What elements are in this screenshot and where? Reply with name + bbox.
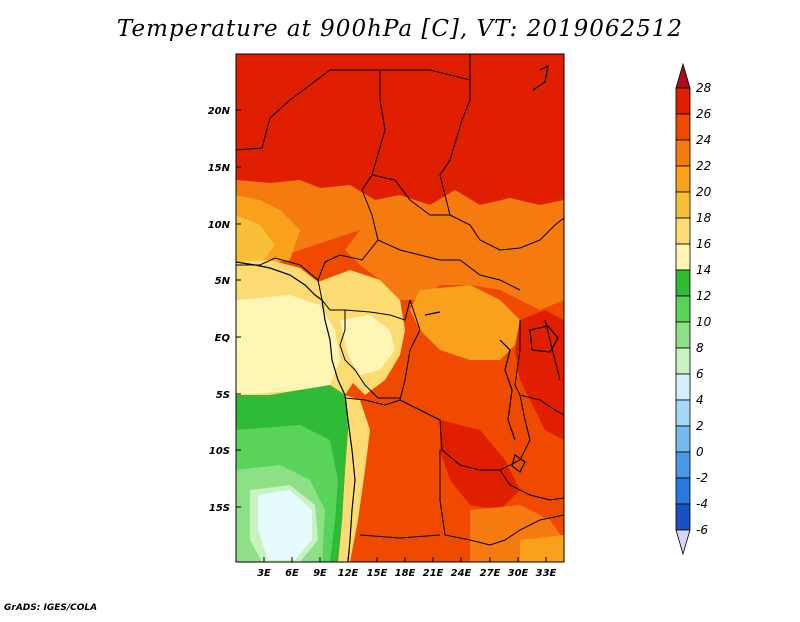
colorbar-label: 22 <box>696 159 711 173</box>
lon-label: 24E <box>451 568 472 579</box>
colorbar-top-arrow <box>675 62 691 89</box>
colorbar-segment <box>675 399 691 427</box>
border-zambia-east <box>499 469 564 501</box>
colorbar-label: 20 <box>696 185 712 199</box>
coastline <box>236 64 559 562</box>
border-sudan <box>439 80 564 251</box>
colorbar-segment <box>675 191 691 219</box>
lon-label: 9E <box>313 568 327 579</box>
colorbar-label: 4 <box>696 393 704 407</box>
plot-title: Temperature at 900hPa [C], VT: 201906251… <box>116 16 684 42</box>
colorbar-label: 6 <box>696 367 704 381</box>
footer-credit: GrADS: IGES/COLA <box>4 603 98 613</box>
lon-label: 15E <box>367 568 388 579</box>
lat-label: 15S <box>209 503 230 514</box>
colorbar-segment <box>675 87 691 115</box>
border-chad-car <box>371 174 450 216</box>
temperature-field <box>236 54 564 562</box>
border-angola-namibia <box>359 534 441 539</box>
field-south-mild <box>520 535 564 562</box>
field-sahara <box>236 54 564 205</box>
field-angola-coast <box>338 395 370 562</box>
colorbar-segment <box>675 503 691 531</box>
lake-tanganyika <box>499 339 516 441</box>
border-lake-victoria <box>544 319 561 381</box>
lon-label: 33E <box>536 568 557 579</box>
lat-label: EQ <box>215 333 231 344</box>
lat-label: 5N <box>215 276 231 287</box>
border-gabon-congo <box>339 310 400 399</box>
colorbar-segment <box>675 243 691 271</box>
border-niger-chad <box>236 69 386 241</box>
lon-axis: 3E 6E 9E 12E 15E 18E 21E 24E 27E 30E 33E <box>257 557 557 579</box>
colorbar-segment <box>675 269 691 297</box>
colorbar-label: -6 <box>696 523 708 537</box>
border-libya <box>380 54 471 81</box>
lon-label: 6E <box>285 568 299 579</box>
lat-label: 10S <box>209 446 230 457</box>
field-atlantic-palest <box>258 490 312 560</box>
colorbar-segment <box>675 321 691 349</box>
colorbar-label: 26 <box>696 107 712 121</box>
border-drc <box>399 299 531 471</box>
lake-fragment <box>424 311 441 316</box>
atlantic-coast <box>236 261 356 562</box>
colorbar-segment <box>675 113 691 141</box>
colorbar-segment <box>675 295 691 323</box>
border-angola-north <box>344 397 441 421</box>
field-congo-basin <box>410 285 520 360</box>
colorbar-segment <box>675 165 691 193</box>
lon-label: 21E <box>423 568 444 579</box>
colorbar-label: 10 <box>696 315 712 329</box>
colorbar-label: 8 <box>696 341 704 355</box>
colorbar-bottom-arrow <box>675 529 691 556</box>
lake-victoria <box>529 325 559 353</box>
lon-label: 12E <box>338 568 359 579</box>
colorbar-label: -2 <box>696 471 708 485</box>
colorbar-label: 24 <box>696 133 711 147</box>
nile-delta <box>532 64 549 91</box>
colorbar-segment <box>675 139 691 167</box>
field-zambia-hot <box>440 420 520 510</box>
lon-label: 30E <box>508 568 529 579</box>
colorbar-label: 18 <box>696 211 712 225</box>
map-frame <box>235 53 565 563</box>
lat-label: 5S <box>216 390 230 401</box>
colorbar-label: 12 <box>696 289 711 303</box>
colorbar-segment <box>675 347 691 375</box>
field-gabon-pale <box>340 315 395 375</box>
lat-label: 20N <box>208 106 231 117</box>
colorbar-segment <box>675 425 691 453</box>
colorbar-label: 2 <box>696 419 704 433</box>
lon-label: 3E <box>257 568 271 579</box>
colorbar-label: 28 <box>696 81 712 95</box>
field-central-band <box>345 190 564 310</box>
colorbar-label: 16 <box>696 237 712 251</box>
border-east <box>514 320 564 416</box>
lon-label: 18E <box>395 568 416 579</box>
lat-axis: 20N 15N 10N 5N EQ 5S 10S 15S <box>208 106 241 514</box>
border-angola-zambia <box>439 450 564 546</box>
lat-ticks <box>236 109 241 508</box>
lat-label: 10N <box>208 220 231 231</box>
field-warm-coast <box>236 215 275 265</box>
lake-small <box>511 454 526 473</box>
colorbar-label: 14 <box>696 263 711 277</box>
country-borders <box>236 54 564 546</box>
colorbar-label: -4 <box>696 497 708 511</box>
lon-label: 27E <box>480 568 501 579</box>
colorbar-segment <box>675 373 691 401</box>
colorbar-segment <box>675 451 691 479</box>
colorbar-segment <box>675 477 691 505</box>
border-car <box>377 239 521 291</box>
border-cameroon-south <box>317 279 411 321</box>
field-coastal-pale <box>236 295 340 395</box>
lat-label: 15N <box>208 163 231 174</box>
colorbar-segment <box>675 217 691 245</box>
colorbar-label: 0 <box>696 445 704 459</box>
lon-ticks <box>263 557 547 562</box>
